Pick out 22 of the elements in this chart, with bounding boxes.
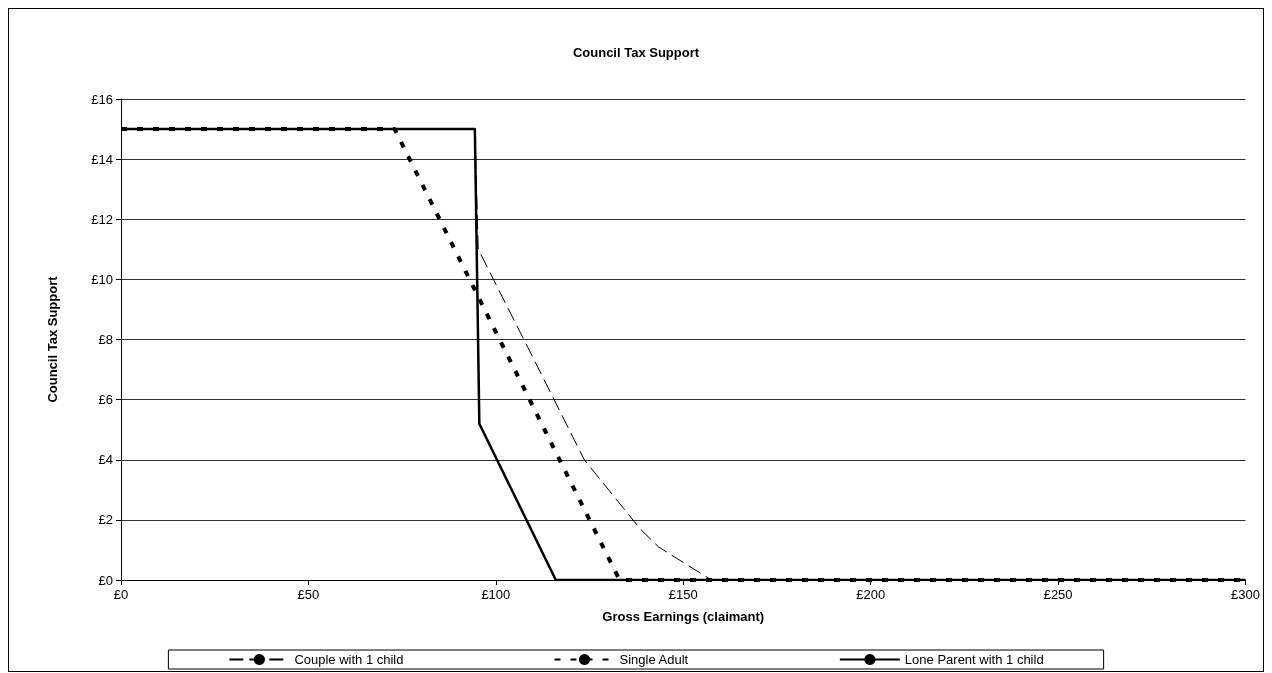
x-tick-label: £50 bbox=[297, 587, 320, 602]
legend-label: Couple with 1 child bbox=[294, 652, 404, 667]
y-tick-label: £2 bbox=[98, 512, 113, 528]
x-tick-label: £150 bbox=[668, 587, 698, 602]
y-tick-label: £12 bbox=[91, 211, 113, 227]
y-tick-label: £10 bbox=[91, 271, 113, 287]
x-tick-label: £100 bbox=[481, 587, 511, 602]
x-tick-label: £200 bbox=[856, 587, 886, 602]
chart-title: Council Tax Support bbox=[572, 45, 700, 60]
y-tick-label: £6 bbox=[98, 392, 113, 408]
x-tick-label: £250 bbox=[1043, 587, 1073, 602]
legend-label: Lone Parent with 1 child bbox=[904, 652, 1044, 667]
y-axis-title: Council Tax Support bbox=[45, 275, 60, 403]
y-tick-label: £8 bbox=[98, 332, 113, 347]
x-axis-title: Gross Earnings (claimant) bbox=[602, 609, 765, 624]
x-tick-label: £300 bbox=[1231, 587, 1260, 602]
y-tick-label: £4 bbox=[98, 452, 113, 468]
y-tick-label: £16 bbox=[91, 91, 113, 107]
y-tick-label: £0 bbox=[98, 572, 113, 588]
x-tick-label: £0 bbox=[113, 587, 129, 602]
legend-label: Single Adult bbox=[619, 652, 689, 667]
y-tick-label: £14 bbox=[91, 151, 113, 167]
